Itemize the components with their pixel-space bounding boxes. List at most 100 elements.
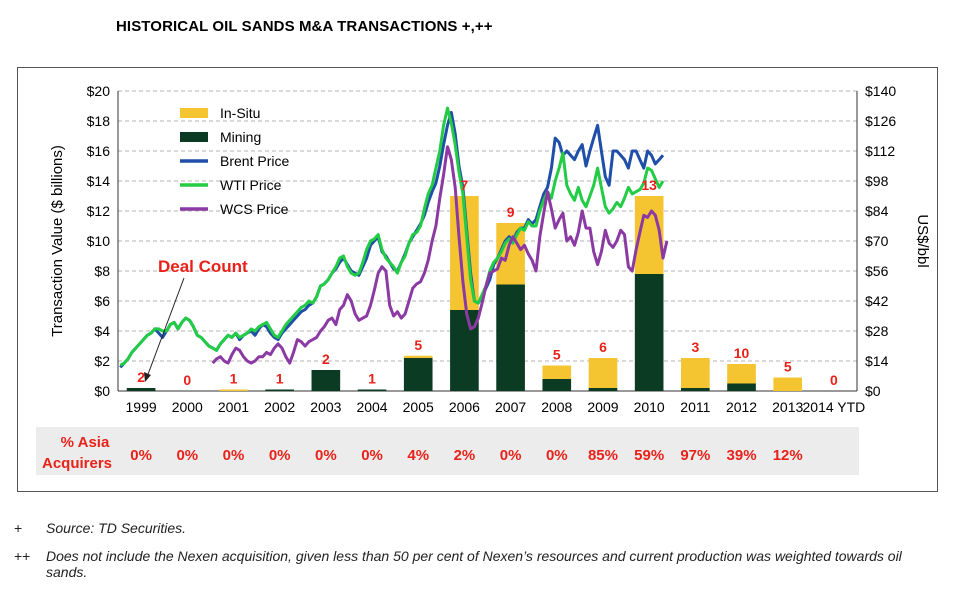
chart-title: HISTORICAL OIL SANDS M&A TRANSACTIONS +,… (116, 18, 493, 35)
x-tick-label: 2014 YTD (803, 399, 866, 415)
bar-mining (681, 388, 710, 391)
footnote-text: Source: TD Securities. (46, 520, 187, 536)
deal-count-label: 9 (507, 204, 515, 220)
bar-insitu (727, 364, 756, 384)
asia-acquirers-value: 0% (223, 447, 245, 464)
x-tick-label: 2005 (403, 399, 434, 415)
footnote-text: Does not include the Nexen acquisition, … (46, 548, 902, 580)
annotation-arrowhead (144, 372, 151, 382)
bar-insitu (588, 358, 618, 388)
x-tick-label: 2004 (356, 399, 387, 415)
y-tick-label: $18 (87, 113, 111, 129)
asia-acquirers-value: 4% (407, 447, 429, 464)
bar-insitu (681, 358, 710, 388)
bar-mining (126, 388, 156, 391)
y2-tick-label: $84 (865, 203, 889, 219)
y2-tick-label: $98 (865, 173, 889, 189)
bar-mining (634, 274, 664, 391)
bar-mining (403, 358, 433, 391)
x-tick-label: 2010 (634, 399, 665, 415)
asia-acquirers-band (36, 427, 859, 475)
x-tick-label: 2013 (772, 399, 803, 415)
asia-acquirers-value: 39% (727, 447, 757, 464)
bar-mining (265, 389, 294, 391)
footnote-source: + Source: TD Securities. (14, 520, 186, 536)
y2-tick-label: $28 (865, 323, 889, 339)
legend-label: WCS Price (220, 201, 289, 217)
asia-label: Acquirers (42, 455, 112, 472)
chart-frame (17, 67, 938, 492)
legend-label: In-Situ (220, 105, 260, 121)
y-tick-label: $10 (87, 233, 111, 249)
bar-mining (357, 389, 387, 391)
deal-count-annotation: Deal Count (158, 257, 248, 276)
asia-acquirers-value: 0% (315, 447, 337, 464)
y2-tick-label: $0 (865, 383, 881, 399)
x-tick-label: 2009 (587, 399, 618, 415)
bar-mining (588, 388, 618, 391)
deal-count-label: 0 (183, 372, 191, 388)
deal-count-label: 5 (784, 359, 792, 375)
legend-label: Mining (220, 129, 261, 145)
bar-mining (311, 370, 341, 391)
y-tick-label: $2 (94, 353, 110, 369)
y-tick-label: $4 (94, 323, 110, 339)
bar-mining (542, 379, 572, 391)
legend-swatch (180, 108, 208, 118)
y2-tick-label: $56 (865, 263, 889, 279)
deal-count-label: 0 (830, 372, 838, 388)
deal-count-label: 1 (276, 371, 284, 387)
x-tick-label: 2012 (726, 399, 757, 415)
deal-count-label: 7 (461, 177, 469, 193)
deal-count-label: 6 (599, 339, 607, 355)
deal-count-label: 2 (322, 351, 330, 367)
asia-acquirers-value: 0% (500, 447, 522, 464)
x-tick-label: 2006 (449, 399, 480, 415)
bar-insitu (219, 389, 248, 391)
bar-insitu (403, 355, 433, 358)
legend-label: WTI Price (220, 177, 282, 193)
footnote-nexen: ++ Does not include the Nexen acquisition… (14, 548, 934, 580)
deal-count-label: 3 (691, 339, 699, 355)
deal-count-label: 1 (230, 371, 238, 387)
deal-count-label: 1 (368, 371, 376, 387)
deal-count-label: 5 (414, 337, 422, 353)
legend-swatch (180, 132, 208, 142)
x-tick-label: 2002 (264, 399, 295, 415)
bar-insitu (773, 377, 803, 391)
asia-acquirers-value: 59% (634, 447, 664, 464)
x-tick-label: 2000 (172, 399, 203, 415)
y2-tick-label: $112 (865, 143, 895, 159)
bar-insitu (542, 365, 572, 379)
y2-tick-label: $140 (865, 83, 896, 99)
y2-axis-title: US$/bbl (914, 214, 931, 267)
x-tick-label: 2001 (218, 399, 249, 415)
asia-acquirers-value: 85% (588, 447, 618, 464)
asia-acquirers-value: 0% (176, 447, 198, 464)
asia-acquirers-value: 97% (680, 447, 710, 464)
asia-acquirers-value: 0% (269, 447, 291, 464)
x-tick-label: 2003 (310, 399, 341, 415)
legend-label: Brent Price (220, 153, 289, 169)
asia-acquirers-value: 0% (361, 447, 383, 464)
y2-tick-label: $14 (865, 353, 889, 369)
asia-acquirers-value: 12% (773, 447, 803, 464)
asia-acquirers-value: 2% (454, 447, 476, 464)
y-tick-label: $14 (87, 173, 111, 189)
y2-tick-label: $42 (865, 293, 889, 309)
bar-mining (450, 310, 479, 391)
x-tick-label: 2011 (680, 399, 710, 415)
asia-acquirers-value: 0% (546, 447, 568, 464)
x-tick-label: 1999 (126, 399, 157, 415)
deal-count-label: 13 (641, 177, 657, 193)
bar-mining (727, 383, 756, 391)
y-tick-label: $16 (87, 143, 111, 159)
wti-price-line (119, 106, 665, 367)
y2-tick-label: $70 (865, 233, 889, 249)
annotation-arrow (146, 277, 185, 378)
y-axis-title: Transaction Value ($ billions) (49, 145, 66, 337)
asia-acquirers-value: 0% (130, 447, 152, 464)
deal-count-label: 5 (553, 347, 561, 363)
footnote-mark: ++ (14, 548, 31, 564)
